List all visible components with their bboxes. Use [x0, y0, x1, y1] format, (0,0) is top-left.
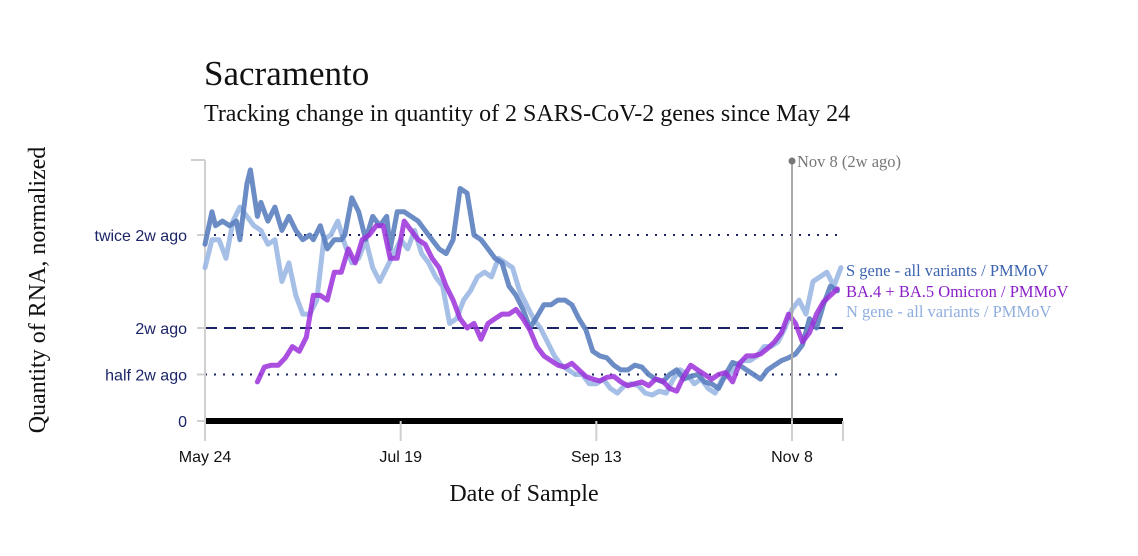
annotations: Nov 8 (2w ago)	[788, 152, 901, 421]
x-tick-label: Jul 19	[379, 449, 422, 466]
legend-entry: N gene - all variants / PMMoV	[846, 302, 1051, 321]
y-axis-label: Quantity of RNA, normalized	[25, 147, 51, 434]
y-tick-label: half 2w ago	[105, 368, 187, 385]
y-tick-label: twice 2w ago	[95, 228, 188, 245]
x-tick-label: May 24	[179, 449, 232, 466]
y-tick-label: 2w ago	[135, 321, 187, 338]
series-line-s-gene	[202, 167, 840, 391]
axes: 0 half 2w ago 2w ago twice 2w ago May 24 Jul …	[95, 159, 844, 466]
y-tick-label: 0	[178, 414, 187, 431]
x-axis-label: Date of Sample	[449, 481, 598, 507]
reference-marker-dot	[788, 157, 796, 165]
reference-lines	[205, 234, 843, 424]
legend: S gene - all variants / PMMoV BA.4 + BA.5…	[846, 261, 1069, 321]
x-tick-label: Nov 8	[771, 449, 813, 466]
series-lines	[202, 167, 844, 398]
legend-entry: BA.4 + BA.5 Omicron / PMMoV	[846, 282, 1069, 301]
chart-subtitle: Tracking change in quantity of 2 SARS-Co…	[204, 101, 850, 127]
series-line-ba45-omicron	[254, 218, 840, 394]
legend-entry: S gene - all variants / PMMoV	[846, 261, 1049, 280]
chart-title: Sacramento	[204, 54, 369, 93]
reference-annotation: Nov 8 (2w ago)	[797, 152, 901, 171]
x-tick-label: Sep 13	[571, 449, 622, 466]
